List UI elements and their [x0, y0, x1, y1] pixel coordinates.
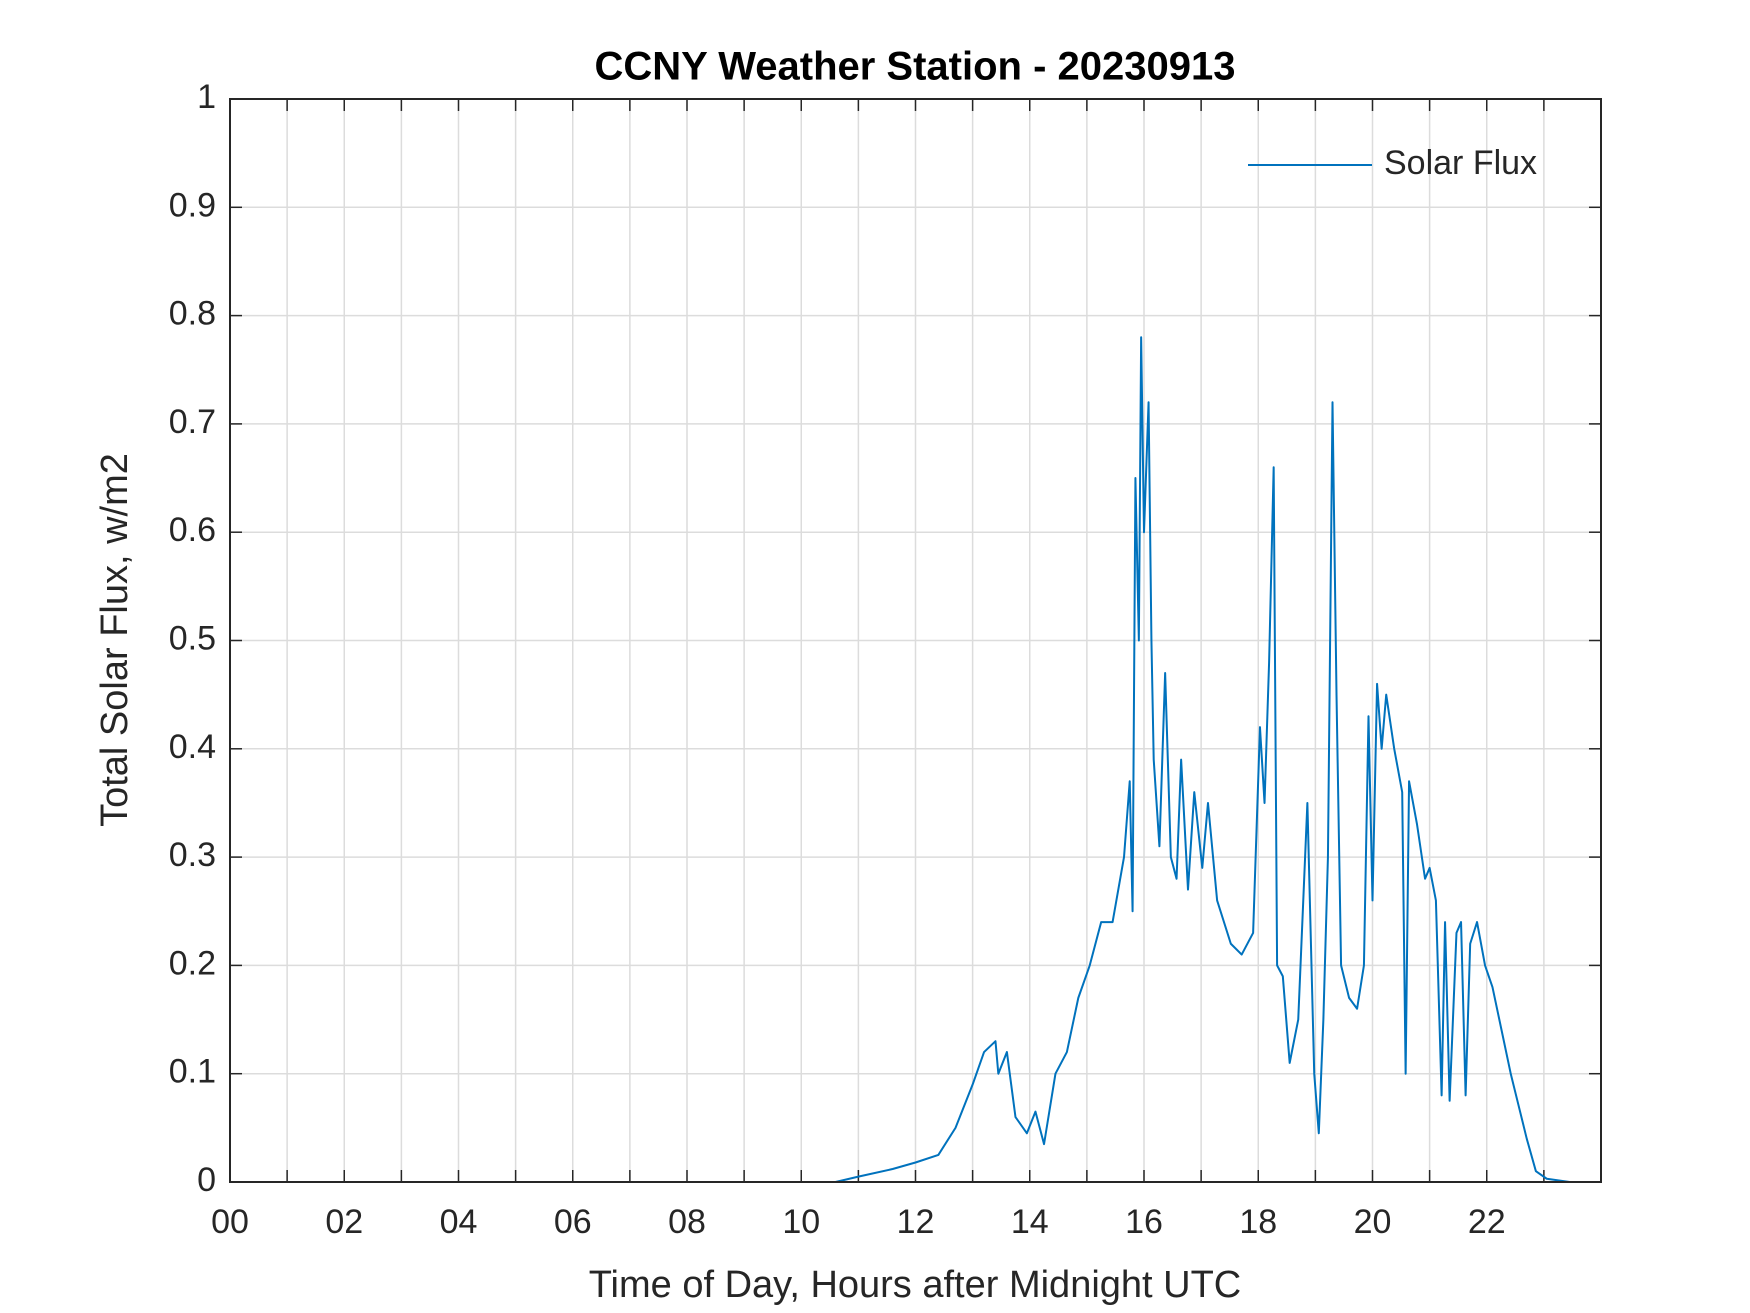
- x-tick-label: 02: [325, 1203, 363, 1241]
- y-tick-label: 0: [197, 1161, 216, 1199]
- x-tick-label: 08: [668, 1203, 706, 1241]
- x-tick-label: 12: [897, 1203, 935, 1241]
- x-tick-label: 14: [1011, 1203, 1049, 1241]
- x-tick-label: 10: [782, 1203, 820, 1241]
- y-tick-label: 0.7: [169, 403, 216, 441]
- data-line: [230, 336, 1600, 1183]
- plot-frame: [229, 98, 1602, 1183]
- y-tick-label: 0.1: [169, 1053, 216, 1091]
- y-tick-label: 0.9: [169, 186, 216, 224]
- y-tick-label: 1: [197, 78, 216, 116]
- x-tick-label: 06: [554, 1203, 592, 1241]
- y-tick-label: 0.4: [169, 728, 216, 766]
- x-tick-label: 22: [1468, 1203, 1506, 1241]
- y-axis-label: Total Solar Flux, w/m2: [94, 453, 136, 827]
- x-tick-label: 00: [211, 1203, 249, 1241]
- chart-title: CCNY Weather Station - 20230913: [595, 45, 1236, 89]
- y-tick-label: 0.2: [169, 944, 216, 982]
- y-tick-label: 0.6: [169, 511, 216, 549]
- x-tick-label: 04: [440, 1203, 478, 1241]
- y-tick-label: 0.5: [169, 619, 216, 657]
- y-tick-label: 0.3: [169, 836, 216, 874]
- x-axis-label: Time of Day, Hours after Midnight UTC: [589, 1264, 1242, 1306]
- legend-label: Solar Flux: [1384, 144, 1537, 182]
- y-tick-label: 0.8: [169, 295, 216, 333]
- x-tick-label: 18: [1239, 1203, 1277, 1241]
- x-tick-label: 20: [1354, 1203, 1392, 1241]
- x-tick-label: 16: [1125, 1203, 1163, 1241]
